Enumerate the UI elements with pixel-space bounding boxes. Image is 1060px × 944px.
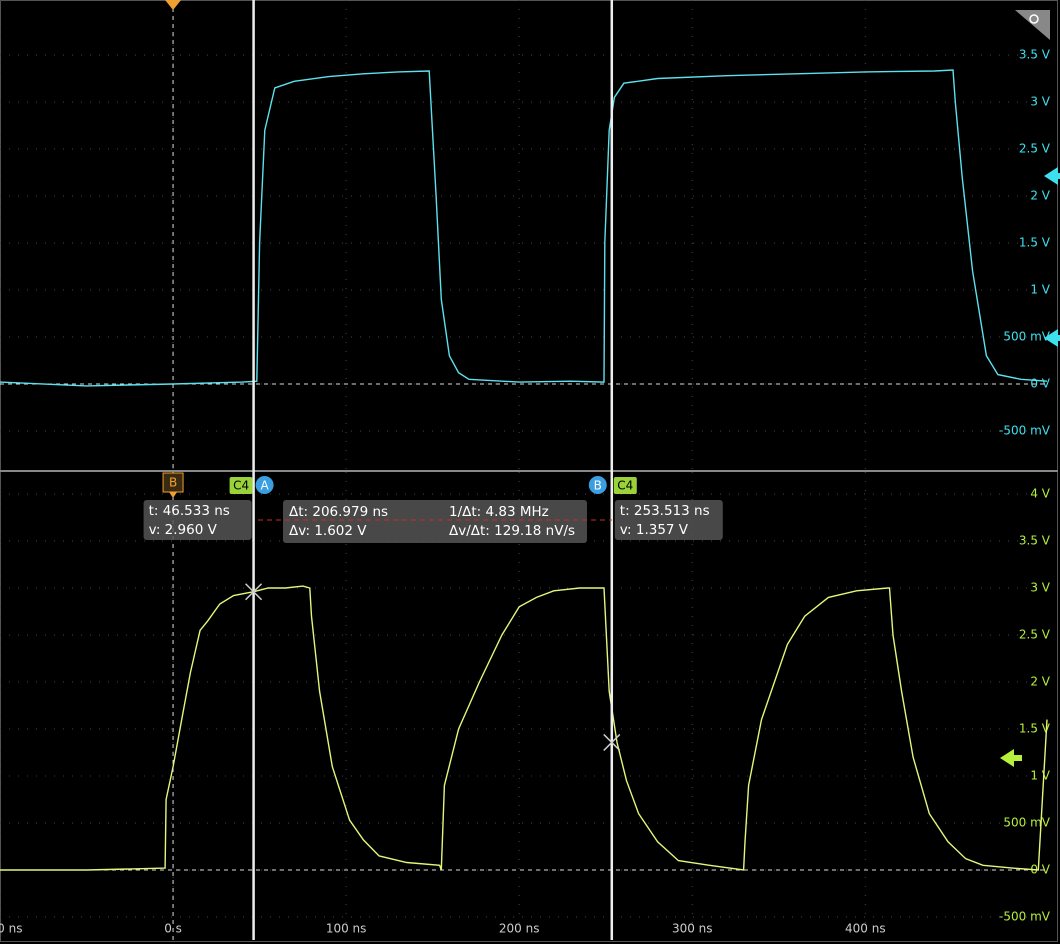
x-tick-label: 200 ns [499, 922, 540, 936]
x-tick-label: 300 ns [672, 922, 713, 936]
cursor-badge-label: A [260, 479, 269, 493]
trigger-pointer [169, 492, 178, 498]
waveform [0, 585, 1048, 871]
y-tick-label: 2.5 V [1019, 141, 1051, 155]
y-tick-label: 1 V [1030, 768, 1050, 782]
trigger-marker[interactable] [165, 0, 182, 10]
waveform [0, 69, 1048, 387]
readout-box [614, 500, 723, 540]
channel-label: C4 [617, 479, 633, 493]
cursor-badge[interactable] [255, 476, 274, 494]
channel-badge [229, 477, 253, 494]
readout-box [143, 500, 252, 540]
delta-box [283, 500, 587, 543]
delta-text: Δt: 206.979 ns [289, 504, 388, 520]
y-tick-label: 2 V [1030, 188, 1050, 202]
channel-badge [613, 477, 637, 494]
readout-text: t: 46.533 ns [149, 503, 230, 519]
level-arrow[interactable] [1044, 329, 1060, 347]
x-tick-label: 100 ns [326, 922, 367, 936]
y-tick-label: 1 V [1030, 282, 1050, 296]
y-tick-label: 3.5 V [1019, 533, 1051, 547]
x-tick-label: 400 ns [845, 922, 886, 936]
y-tick-label: 1.5 V [1019, 235, 1051, 249]
cursor-badge[interactable] [588, 476, 607, 494]
channel-label: C4 [233, 479, 249, 493]
cursor-crosshair [245, 583, 263, 601]
readout-text: v: 1.357 V [620, 522, 689, 538]
y-tick-label: 500 mV [1003, 815, 1050, 829]
y-tick-label: -500 mV [999, 909, 1051, 923]
readout-text: t: 253.513 ns [620, 503, 710, 519]
y-tick-label: 4 V [1030, 486, 1050, 500]
cursor-crosshair [603, 733, 621, 751]
overlay: B C4 At: 46.533 ns v: 2.960 V C4 Bt: 253.513 … [143, 0, 723, 940]
y-tick-label: 2.5 V [1019, 627, 1051, 641]
readout-text: v: 2.960 V [149, 522, 218, 538]
y-tick-label: 1.5 V [1019, 721, 1051, 735]
offset-arrow[interactable] [1044, 167, 1060, 185]
y-tick-label: 2 V [1030, 674, 1050, 688]
cursor-badge-label: B [594, 479, 602, 493]
rate-text: Δv/Δt: 129.18 nV/s [449, 523, 575, 539]
traces [0, 69, 1048, 871]
y-tick-label: 3 V [1030, 580, 1050, 594]
offset-arrow[interactable] [1000, 749, 1022, 767]
y-tick-label: -500 mV [999, 423, 1051, 437]
y-tick-label: 500 mV [1003, 329, 1050, 343]
delta-text: Δv: 1.602 V [289, 523, 367, 539]
x-tick-label: -100 ns [0, 922, 22, 936]
rate-text: 1/Δt: 4.83 MHz [449, 504, 549, 520]
y-tick-label: 3.5 V [1019, 47, 1051, 61]
zoom-icon[interactable] [1015, 10, 1050, 40]
trigger-label: B [169, 476, 177, 490]
zoom-glass [1029, 14, 1039, 24]
y-tick-label: 3 V [1030, 94, 1050, 108]
